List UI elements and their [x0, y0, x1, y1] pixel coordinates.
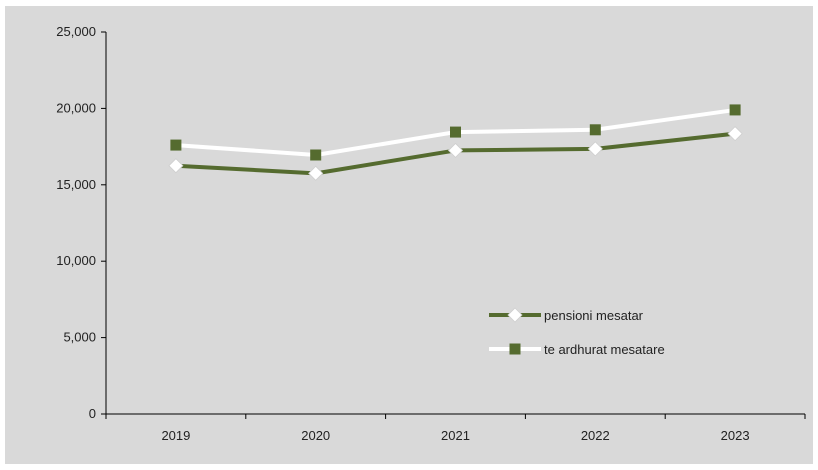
- data-point-series-2: [729, 104, 741, 116]
- data-point-series-1: [308, 165, 324, 181]
- legend-label-2: te ardhurat mesatare: [544, 342, 665, 357]
- y-tick-label: 5,000: [63, 330, 96, 345]
- y-tick-label: 15,000: [56, 177, 96, 192]
- legend: pensioni mesatar te ardhurat mesatare: [489, 307, 665, 357]
- y-tick-label: 20,000: [56, 100, 96, 115]
- line-chart: 0 5,000 10,000 15,000 20,000 25,000 2019 2020 20…: [56, 24, 806, 443]
- legend-marker-1: [507, 307, 523, 323]
- legend-label-1: pensioni mesatar: [544, 308, 644, 323]
- x-tick-label: 2023: [721, 428, 750, 443]
- data-point-series-1: [587, 141, 603, 157]
- x-tick-label: 2021: [441, 428, 470, 443]
- y-tick-label: 25,000: [56, 24, 96, 39]
- data-point-series-2: [589, 124, 601, 136]
- data-point-series-2: [450, 126, 461, 138]
- data-point-series-2: [170, 139, 182, 151]
- legend-marker-2: [509, 343, 521, 355]
- data-point-series-1: [447, 142, 464, 158]
- x-tick-label: 2020: [301, 428, 330, 443]
- tick-labels: 0 5,000 10,000 15,000 20,000 25,000 2019 2020 20…: [56, 24, 749, 443]
- axes: [101, 31, 806, 419]
- y-tick-label: 0: [89, 406, 96, 421]
- x-tick-label: 2019: [161, 428, 190, 443]
- x-tick-label: 2022: [581, 428, 610, 443]
- series-markers: [168, 104, 743, 181]
- y-tick-label: 10,000: [56, 253, 96, 268]
- data-point-series-1: [727, 126, 743, 142]
- data-point-series-1: [168, 158, 184, 174]
- data-point-series-2: [310, 149, 322, 161]
- series-lines: [175, 107, 736, 176]
- chart-area: 0 5,000 10,000 15,000 20,000 25,000 2019 2020 20…: [5, 6, 813, 464]
